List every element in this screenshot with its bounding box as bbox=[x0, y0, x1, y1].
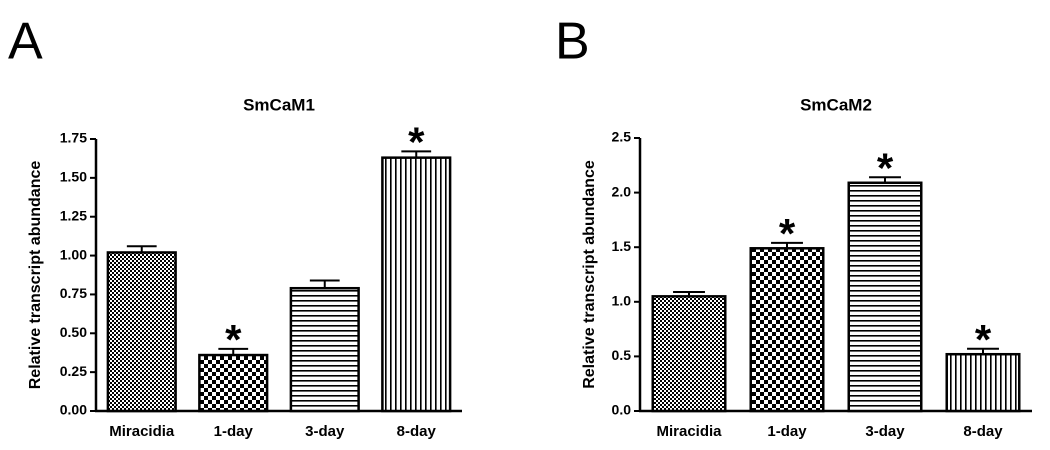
y-tick-label: 1.5 bbox=[612, 238, 632, 254]
x-tick-label: 3-day bbox=[865, 423, 905, 440]
y-tick-label: 1.0 bbox=[612, 293, 632, 309]
y-tick-label: 0.75 bbox=[60, 285, 87, 301]
panel-letter: B bbox=[555, 13, 590, 71]
bar bbox=[847, 181, 923, 413]
significance-marker: * bbox=[877, 144, 894, 191]
significance-marker: * bbox=[408, 119, 425, 166]
y-tick-label: 0.25 bbox=[60, 363, 87, 379]
x-tick-label: Miracidia bbox=[109, 423, 175, 440]
y-tick-label: 2.0 bbox=[612, 183, 632, 199]
bar bbox=[289, 286, 360, 413]
significance-marker: * bbox=[975, 316, 992, 363]
x-tick-label: 8-day bbox=[397, 423, 437, 440]
significance-marker: * bbox=[225, 316, 242, 363]
y-tick-label: 2.5 bbox=[612, 129, 632, 145]
bar bbox=[945, 352, 1021, 413]
y-tick-label: 1.25 bbox=[60, 207, 87, 223]
significance-marker: * bbox=[779, 210, 796, 257]
x-tick-label: Miracidia bbox=[656, 423, 722, 440]
y-tick-label: 0.5 bbox=[612, 347, 632, 363]
bar bbox=[106, 251, 177, 413]
y-tick-label: 0.0 bbox=[612, 402, 632, 418]
y-tick-label: 1.75 bbox=[60, 130, 87, 146]
x-tick-label: 1-day bbox=[767, 423, 807, 440]
x-tick-label: 1-day bbox=[214, 423, 254, 440]
x-tick-label: 8-day bbox=[963, 423, 1003, 440]
chart-title: SmCaM1 bbox=[243, 95, 315, 114]
chart-title: SmCaM2 bbox=[800, 95, 872, 114]
y-tick-label: 1.00 bbox=[60, 246, 87, 262]
y-axis-title: Relative transcript abundance bbox=[27, 161, 44, 390]
y-tick-label: 0.50 bbox=[60, 324, 87, 340]
bar bbox=[381, 156, 452, 413]
y-tick-label: 1.50 bbox=[60, 169, 87, 185]
y-axis-title: Relative transcript abundance bbox=[581, 160, 598, 389]
bar bbox=[749, 247, 825, 413]
bar bbox=[651, 295, 727, 413]
panel-letter: A bbox=[8, 13, 43, 71]
x-tick-label: 3-day bbox=[305, 423, 345, 440]
bar bbox=[198, 353, 269, 413]
y-tick-label: 0.00 bbox=[60, 402, 87, 418]
